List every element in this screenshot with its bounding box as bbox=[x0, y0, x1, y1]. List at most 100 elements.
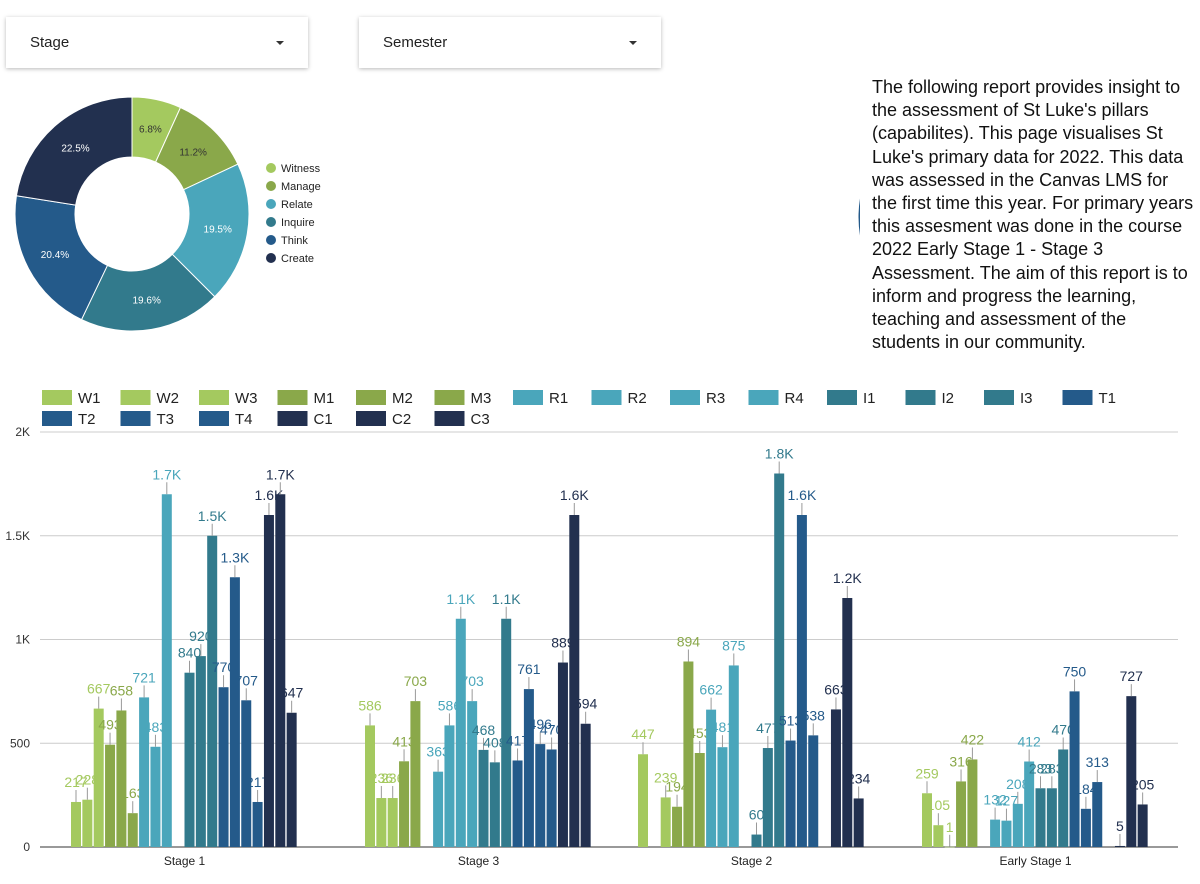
bar-w2-early-stage-1 bbox=[933, 825, 944, 847]
bar-t1-stage-2 bbox=[785, 740, 796, 847]
data-label-i1-stage-1: 840 bbox=[178, 645, 202, 661]
bar-t1-early-stage-1 bbox=[1069, 691, 1080, 847]
bar-r1-stage-2 bbox=[706, 709, 717, 847]
data-label-r3-stage-1: 1.7K bbox=[152, 466, 181, 482]
bar-i3-stage-3 bbox=[501, 618, 512, 847]
bar-c2-early-stage-1 bbox=[1126, 696, 1137, 847]
bar-c1-stage-3 bbox=[557, 662, 568, 847]
data-label-t1-stage-1: 770 bbox=[212, 659, 236, 675]
bar-t2-stage-3 bbox=[523, 689, 534, 847]
legend-swatch-r2 bbox=[591, 390, 622, 405]
data-label-w1-stage-3: 586 bbox=[358, 697, 382, 713]
legend-label-inquire: Inquire bbox=[281, 217, 315, 229]
y-tick-label-1500: 1.5K bbox=[5, 529, 30, 543]
legend-label-m1: M1 bbox=[314, 390, 335, 407]
data-label-t3-stage-1: 707 bbox=[235, 672, 259, 688]
data-label-m2-stage-2: 894 bbox=[677, 633, 701, 649]
data-label-t2-stage-1: 1.3K bbox=[220, 549, 249, 565]
subjects-donut-chart: 13.3%20.4%8.2%26.8%13.5%10.5%7.3%Creativ… bbox=[857, 193, 860, 241]
bar-t3-stage-3 bbox=[535, 744, 546, 847]
bar-r4-early-stage-1 bbox=[1024, 761, 1035, 847]
capabilities-bar-chart: W1 W2 W3 M1 M2 M3 R1 R2 R3 R4 I1 I2 I3 T1 T2 T3 T4 C1 C2 C3… bbox=[5, 390, 1178, 868]
data-label-t2-stage-2: 1.6K bbox=[787, 487, 816, 503]
x-tick-label-stage-2: Stage 2 bbox=[731, 854, 773, 868]
data-label-t4-stage-1: 217 bbox=[246, 774, 270, 790]
bar-r3-stage-3 bbox=[455, 618, 466, 847]
semester-filter-label: Semester bbox=[383, 34, 448, 51]
bar-w1-stage-3 bbox=[365, 725, 375, 847]
bar-w2-stage-1 bbox=[82, 799, 93, 847]
bar-r3-early-stage-1 bbox=[1012, 803, 1023, 847]
data-label-t3-early-stage-1: 313 bbox=[1086, 754, 1110, 770]
legend-label-w2: W2 bbox=[157, 390, 180, 407]
bar-m2-stage-3 bbox=[410, 701, 421, 847]
legend-label-c1: C1 bbox=[314, 411, 333, 428]
data-label-c2-stage-3: 1.6K bbox=[560, 487, 589, 503]
data-label-m1-stage-1: 493 bbox=[98, 717, 122, 733]
semester-filter-dropdown[interactable]: Semester bbox=[359, 17, 661, 68]
bar-r1-early-stage-1 bbox=[990, 819, 1001, 847]
data-label-m2-stage-3: 703 bbox=[404, 673, 428, 689]
bar-t2-early-stage-1 bbox=[1080, 808, 1091, 847]
data-label-w1-early-stage-1: 259 bbox=[915, 765, 939, 781]
bar-m3-stage-1 bbox=[127, 813, 138, 847]
data-label-r1-stage-3: 363 bbox=[426, 744, 450, 760]
legend-label-i1: I1 bbox=[863, 390, 876, 407]
legend-swatch-m3 bbox=[434, 390, 465, 405]
slice-label-manage: 11.2% bbox=[179, 148, 207, 159]
slice-pdhpe bbox=[857, 193, 860, 241]
bar-w3-early-stage-1 bbox=[944, 846, 955, 848]
y-tick-label-0: 0 bbox=[23, 840, 30, 854]
data-label-t1-early-stage-1: 750 bbox=[1063, 663, 1087, 679]
stage-filter-dropdown[interactable]: Stage bbox=[6, 17, 308, 68]
data-label-w1-stage-2: 447 bbox=[631, 726, 655, 742]
chevron-down-icon bbox=[629, 40, 637, 45]
data-label-r2-stage-1: 483 bbox=[144, 719, 168, 735]
bar-i2-stage-3 bbox=[489, 762, 500, 847]
bar-m2-stage-2 bbox=[683, 661, 694, 847]
data-label-t2-early-stage-1: 184 bbox=[1074, 781, 1098, 797]
bar-r3-stage-1 bbox=[161, 494, 172, 847]
bar-i3-early-stage-1 bbox=[1058, 749, 1069, 847]
data-label-m1-stage-3: 413 bbox=[392, 733, 416, 749]
bar-r2-stage-3 bbox=[444, 725, 455, 847]
report-description-text: The following report provides insight to… bbox=[872, 77, 1194, 353]
data-label-t3-stage-3: 496 bbox=[529, 716, 553, 732]
legend-swatch-w1 bbox=[42, 390, 72, 405]
legend-marker-think bbox=[266, 235, 276, 245]
legend-label-t2: T2 bbox=[78, 411, 96, 428]
bar-w3-stage-3 bbox=[387, 798, 398, 847]
slice-label-witness: 6.8% bbox=[139, 124, 162, 135]
bar-t3-early-stage-1 bbox=[1092, 782, 1103, 847]
bar-i2-stage-2 bbox=[762, 748, 773, 847]
legend-marker-create bbox=[266, 253, 276, 263]
bar-r2-early-stage-1 bbox=[1001, 820, 1012, 847]
legend-label-m3: M3 bbox=[471, 390, 492, 407]
legend-label-w3: W3 bbox=[235, 390, 258, 407]
legend-label-relate: Relate bbox=[281, 199, 313, 211]
data-label-w3-stage-1: 667 bbox=[87, 681, 111, 697]
bar-c2-stage-1 bbox=[275, 494, 286, 847]
data-label-c1-early-stage-1: 5 bbox=[1116, 818, 1124, 834]
bar-i1-early-stage-1 bbox=[1035, 788, 1046, 847]
data-label-r3-stage-2: 875 bbox=[722, 637, 746, 653]
bar-c3-stage-2 bbox=[853, 798, 864, 847]
data-label-r2-stage-3: 586 bbox=[438, 697, 462, 713]
bar-c3-early-stage-1 bbox=[1137, 804, 1148, 847]
data-label-i2-stage-1: 920 bbox=[189, 628, 213, 644]
bar-c2-stage-3 bbox=[569, 515, 580, 847]
data-label-c3-early-stage-1: 205 bbox=[1131, 776, 1155, 792]
bar-m1-stage-1 bbox=[105, 744, 116, 847]
report-description: The following report provides insight to… bbox=[872, 76, 1198, 354]
data-label-c2-early-stage-1: 727 bbox=[1120, 668, 1144, 684]
stage-filter-label: Stage bbox=[30, 34, 70, 51]
bar-w3-stage-1 bbox=[93, 708, 104, 847]
data-label-i1-stage-2: 60 bbox=[749, 807, 765, 823]
legend-swatch-c2 bbox=[356, 411, 386, 426]
bar-r4-stage-3 bbox=[467, 701, 478, 847]
data-label-r4-early-stage-1: 412 bbox=[1017, 734, 1041, 750]
bar-i1-stage-2 bbox=[751, 834, 762, 847]
data-label-i3-stage-2: 1.8K bbox=[765, 446, 794, 462]
data-label-m1-stage-2: 194 bbox=[665, 779, 689, 795]
bar-c1-stage-2 bbox=[830, 709, 841, 847]
